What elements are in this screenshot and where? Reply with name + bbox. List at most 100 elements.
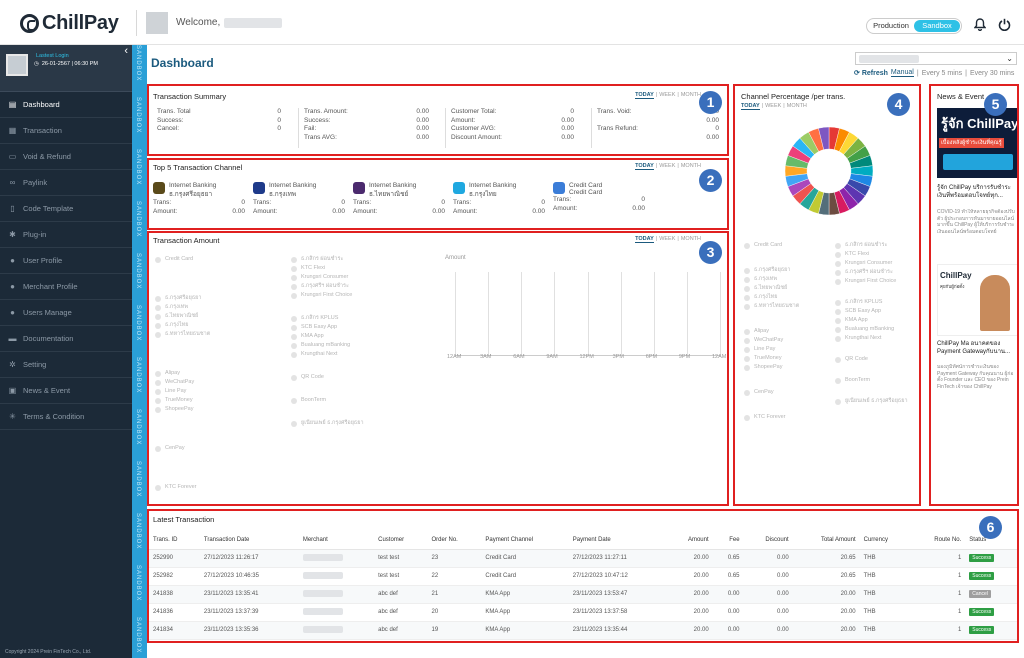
sandbox-option[interactable]: Sandbox bbox=[914, 20, 960, 32]
legend-item[interactable]: ธ.ไทยพาณิชย์ bbox=[155, 312, 210, 321]
legend-item[interactable]: Krungthai Next bbox=[291, 350, 364, 359]
column-header[interactable]: Status bbox=[965, 531, 1017, 550]
column-header[interactable]: Route No. bbox=[910, 531, 966, 550]
legend-item[interactable]: Line Pay bbox=[744, 345, 799, 354]
legend-item[interactable]: Bualuang mBanking bbox=[291, 341, 364, 350]
legend-item[interactable]: ShopeePay bbox=[155, 405, 210, 414]
table-row[interactable]: 241836 23/11/2023 13:37:39 abc def 20 KMA Ap… bbox=[149, 603, 1017, 622]
legend-item[interactable]: Credit Card bbox=[744, 241, 799, 250]
filter-today[interactable]: TODAY bbox=[635, 92, 654, 99]
column-header[interactable]: Discount bbox=[743, 531, 793, 550]
refresh-30min[interactable]: Every 30 mins bbox=[970, 69, 1015, 77]
legend-item[interactable]: ธ.กสิกร KPLUS bbox=[835, 298, 908, 307]
table-row[interactable]: 241838 23/11/2023 13:35:41 abc def 21 KMA Ap… bbox=[149, 585, 1017, 604]
legend-item[interactable]: Bualuang mBanking bbox=[835, 325, 908, 334]
legend-item[interactable]: KTC Flexi bbox=[835, 250, 908, 259]
column-header[interactable]: Order No. bbox=[427, 531, 482, 550]
legend-item[interactable]: ธ.กรุงเทพ bbox=[744, 275, 799, 284]
legend-item[interactable]: ยูเนียนเพย์ ธ.กรุงศรีอยุธยา bbox=[835, 397, 908, 406]
collapse-sidebar-icon[interactable]: ‹ bbox=[124, 45, 128, 57]
legend-item[interactable]: Krungsri First Choice bbox=[835, 277, 908, 286]
legend-item[interactable]: CenPay bbox=[744, 388, 799, 397]
refresh-manual[interactable]: Manual bbox=[890, 69, 914, 77]
legend-item[interactable]: Krungthai Next bbox=[835, 334, 908, 343]
column-header[interactable]: Merchant bbox=[298, 531, 375, 550]
refresh-button[interactable]: ⟳ Refresh bbox=[854, 69, 888, 77]
legend-item[interactable]: SCB Easy App bbox=[291, 323, 364, 332]
legend-item[interactable]: Krungsri First Choice bbox=[291, 291, 364, 300]
legend-item[interactable]: BoonTerm bbox=[291, 396, 364, 405]
filter-today[interactable]: TODAY bbox=[635, 236, 654, 243]
legend-item[interactable]: Alipay bbox=[155, 369, 210, 378]
legend-item[interactable]: ธ.กสิกร ผ่อนชำระ bbox=[291, 255, 364, 264]
filter-today[interactable]: TODAY bbox=[635, 163, 654, 170]
legend-item[interactable]: ธ.กรุงศรีอยุธยา bbox=[744, 266, 799, 275]
production-option[interactable]: Production bbox=[873, 21, 909, 30]
legend-item[interactable]: KTC Forever bbox=[155, 483, 210, 492]
user-avatar[interactable] bbox=[146, 12, 168, 34]
donut-slice[interactable] bbox=[818, 126, 830, 150]
sidebar-item-merchant-profile[interactable]: ● Merchant Profile bbox=[0, 274, 132, 300]
power-icon[interactable] bbox=[998, 18, 1011, 34]
filter-month[interactable]: MONTH bbox=[786, 103, 807, 109]
legend-item[interactable]: ShopeePay bbox=[744, 363, 799, 372]
filter-today[interactable]: TODAY bbox=[741, 103, 760, 110]
refresh-5min[interactable]: Every 5 mins bbox=[921, 69, 963, 77]
legend-item[interactable]: WeChatPay bbox=[744, 336, 799, 345]
column-header[interactable]: Customer bbox=[374, 531, 428, 550]
legend-item[interactable]: KMA App bbox=[291, 332, 364, 341]
sidebar-item-news-event[interactable]: ▣ News & Event bbox=[0, 378, 132, 404]
legend-item[interactable]: ธ.กสิกร KPLUS bbox=[291, 314, 364, 323]
legend-item[interactable]: ธ.กรุงเทพ bbox=[155, 303, 210, 312]
sidebar-item-transaction[interactable]: ▦ Transaction bbox=[0, 118, 132, 144]
environment-toggle[interactable]: Production Sandbox bbox=[866, 18, 962, 34]
table-row[interactable]: 241834 23/11/2023 13:35:36 abc def 19 KMA Ap… bbox=[149, 621, 1017, 640]
legend-item[interactable]: ธ.กรุงศรีอยุธยา bbox=[155, 294, 210, 303]
sidebar-item-plugin[interactable]: ✱ Plug-in bbox=[0, 222, 132, 248]
legend-item[interactable]: ธ.ทหารไทยธนชาต bbox=[155, 330, 210, 339]
sidebar-item-users-manage[interactable]: ● Users Manage bbox=[0, 300, 132, 326]
legend-item[interactable]: ธ.กรุงศรีฯ ผ่อนชำระ bbox=[835, 268, 908, 277]
legend-item[interactable]: ธ.กรุงไทย bbox=[155, 321, 210, 330]
filter-week[interactable]: WEEK bbox=[659, 163, 676, 169]
legend-item[interactable]: QR Code bbox=[835, 355, 908, 364]
column-header[interactable]: Payment Channel bbox=[481, 531, 569, 550]
legend-item[interactable]: TrueMoney bbox=[155, 396, 210, 405]
column-header[interactable]: Total Amount bbox=[792, 531, 860, 550]
sidebar-item-user-profile[interactable]: ● User Profile bbox=[0, 248, 132, 274]
news-headline[interactable]: ChillPay Ma อนาคตของ Payment Gatewayกับน… bbox=[937, 341, 1011, 355]
legend-item[interactable]: ธ.กรุงไทย bbox=[744, 293, 799, 302]
legend-item[interactable]: TrueMoney bbox=[744, 354, 799, 363]
column-header[interactable]: Amount bbox=[667, 531, 713, 550]
column-header[interactable]: Fee bbox=[712, 531, 744, 550]
legend-item[interactable]: SCB Easy App bbox=[835, 307, 908, 316]
filter-week[interactable]: WEEK bbox=[659, 236, 676, 242]
legend-item[interactable]: Line Pay bbox=[155, 387, 210, 396]
column-header[interactable]: Payment Date bbox=[568, 531, 668, 550]
legend-item[interactable]: Alipay bbox=[744, 327, 799, 336]
legend-item[interactable]: Krungsri Consumer bbox=[291, 273, 364, 282]
sidebar-item-terms[interactable]: ✳ Terms & Condition bbox=[0, 404, 132, 430]
sidebar-item-void-refund[interactable]: ▭ Void & Refund bbox=[0, 144, 132, 170]
table-row[interactable]: 252990 27/12/2023 11:26:17 test test 23 Cred… bbox=[149, 549, 1017, 568]
merchant-select[interactable]: ⌄ bbox=[855, 52, 1017, 65]
sidebar-item-documentation[interactable]: ▬ Documentation bbox=[0, 326, 132, 352]
legend-item[interactable]: BoonTerm bbox=[835, 376, 908, 385]
filter-month[interactable]: MONTH bbox=[680, 92, 701, 98]
bell-icon[interactable] bbox=[973, 18, 987, 34]
column-header[interactable]: Currency bbox=[859, 531, 911, 550]
legend-item[interactable]: ธ.ไทยพาณิชย์ bbox=[744, 284, 799, 293]
news-image-2[interactable]: ChillPay คุยกับผู้ก่อตั้ง bbox=[937, 264, 1017, 336]
legend-item[interactable]: KMA App bbox=[835, 316, 908, 325]
table-row[interactable]: 252982 27/12/2023 10:46:35 test test 22 Cred… bbox=[149, 567, 1017, 586]
legend-item[interactable]: ธ.กรุงศรีฯ ผ่อนชำระ bbox=[291, 282, 364, 291]
sidebar-item-paylink[interactable]: ∞ Paylink bbox=[0, 170, 132, 196]
legend-item[interactable]: ยูเนียนเพย์ ธ.กรุงศรีอยุธยา bbox=[291, 419, 364, 428]
news-image-1[interactable]: รู้จัก ChillPay เบื้องหลังผู้ชำระเงินที่… bbox=[937, 108, 1017, 178]
filter-week[interactable]: WEEK bbox=[659, 92, 676, 98]
legend-item[interactable]: ธ.ทหารไทยธนชาต bbox=[744, 302, 799, 311]
legend-item[interactable]: KTC Forever bbox=[744, 413, 799, 422]
column-header[interactable]: Trans. ID bbox=[149, 531, 200, 550]
sidebar-item-setting[interactable]: ✲ Setting bbox=[0, 352, 132, 378]
filter-week[interactable]: WEEK bbox=[765, 103, 782, 109]
